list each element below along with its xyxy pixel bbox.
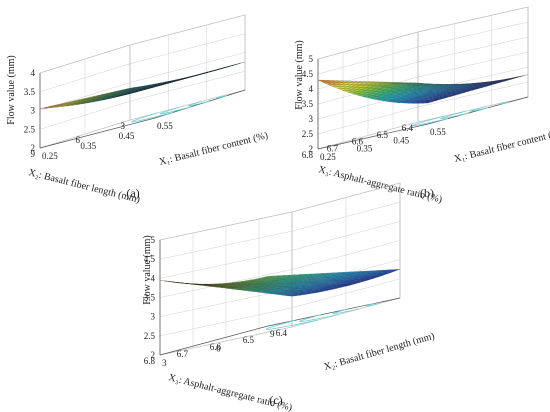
wall-gridline — [317, 96, 529, 150]
y-tick-label: 6.4 — [276, 328, 288, 338]
panel-label: (b) — [420, 186, 434, 200]
y-axis-label: X₂: Basalt fiber length (mm) — [27, 167, 141, 205]
y-tick-label: 6.5 — [243, 335, 255, 345]
x-axis-label: X₂: Basalt fiber length (mm) — [323, 331, 436, 373]
wall-gridline — [159, 201, 401, 260]
contour-line — [265, 319, 318, 330]
y-tick-label: 9 — [31, 149, 36, 159]
x-tick-label: 0.25 — [42, 151, 58, 161]
surface-chart-b: 2 2.5 3 3.5 4 4.5 5 0.25 0.35 0.45 0.55 6.4 6.5 6.6 6.… — [294, 6, 550, 206]
y-tick-label: 6.6 — [210, 342, 222, 352]
contour-line — [299, 314, 339, 323]
x-tick-label: 0.35 — [80, 141, 96, 151]
surface-chart-a: 2 2.5 3 3.5 4 0.25 0.35 0.45 0.55 3 6 9 Flow value (… — [6, 14, 269, 206]
x-axis-label: X₁: Basalt fiber content (%) — [158, 130, 269, 168]
surface-cell — [422, 101, 433, 104]
contour-line — [498, 101, 509, 105]
floor-contours — [131, 95, 228, 123]
x-axis-line — [317, 123, 429, 150]
y-tick-label: 6.8 — [302, 150, 314, 160]
wall-gridline — [39, 33, 246, 92]
y-axis-line — [267, 297, 401, 327]
response-surface — [159, 269, 401, 297]
contour-line — [439, 110, 469, 120]
contour-line — [159, 106, 192, 115]
z-tick-label: 4.5 — [302, 69, 314, 79]
z-tick-label: 2.5 — [24, 124, 36, 134]
z-tick-label: 3.5 — [302, 99, 314, 109]
response-surface — [39, 61, 246, 109]
z-tick-label: 2.5 — [302, 129, 314, 139]
surface-cell — [149, 84, 160, 88]
z-tick-label: 4 — [151, 273, 156, 283]
z-tick-label: 2 — [151, 350, 156, 360]
x-tick-label: 3 — [162, 358, 167, 368]
y-tick-label: 3 — [121, 121, 126, 131]
z-tick-label: 2 — [31, 143, 36, 153]
z-tick-label: 2.5 — [144, 331, 156, 341]
panel-label: (a) — [126, 186, 139, 200]
panel-label: (c) — [269, 393, 282, 407]
y-tick-label: 6 — [76, 135, 81, 145]
contour-line — [216, 95, 228, 99]
z-tick-label: 5 — [309, 54, 314, 64]
z-tick-label: 4.5 — [144, 254, 156, 264]
x-tick-label: 6 — [216, 344, 221, 354]
x-tick-label: 0.25 — [320, 152, 336, 162]
x-axis-line — [39, 117, 156, 149]
x-axis-label: X₁: Basalt fiber content (%) — [453, 127, 550, 165]
wall-gridline — [39, 71, 246, 130]
floor — [39, 89, 246, 149]
x-axis-line — [159, 325, 269, 356]
contour-line — [187, 100, 210, 107]
x-tick-label: 9 — [270, 329, 275, 339]
wall-gridline — [317, 21, 529, 75]
surface-cell — [263, 275, 274, 278]
response-surface — [317, 74, 529, 104]
z-tick-label: 3 — [309, 114, 314, 124]
wall-gridline — [39, 14, 246, 74]
surface-chart-c: 2 2.5 3 3.5 4 4.5 5 3 6 9 6.4 6.5 6.6 6.7 6.8 Flow valu… — [142, 182, 436, 412]
floor — [159, 297, 401, 356]
floor — [317, 96, 529, 150]
floor-contours — [411, 101, 509, 127]
z-tick-label: 3.5 — [24, 87, 36, 97]
contour-line — [332, 308, 360, 315]
wall-gridline — [159, 297, 401, 356]
x-tick-label: 0.45 — [119, 131, 135, 141]
x-tick-label: 0.35 — [357, 144, 373, 154]
x-tick-label: 0.45 — [393, 135, 409, 145]
z-axis-label: Flow value (mm) — [142, 235, 153, 304]
z-tick-label: 3 — [151, 312, 156, 322]
z-tick-label: 4 — [31, 68, 36, 78]
y-tick-label: 6.7 — [327, 143, 339, 153]
z-tick-label: 2 — [309, 144, 314, 154]
z-tick-label: 3 — [31, 106, 36, 116]
wall-gridline — [39, 89, 246, 149]
y-tick-label: 6.8 — [144, 356, 156, 366]
contour-line — [469, 106, 489, 112]
z-axis-label: Flow value (mm) — [294, 40, 305, 109]
wall-gridline — [317, 6, 529, 60]
y-tick-label: 6.7 — [177, 349, 189, 359]
x-tick-label: 0.55 — [157, 121, 173, 131]
z-tick-label: 3.5 — [144, 293, 156, 303]
contour-line — [365, 303, 380, 307]
contour-line — [131, 112, 174, 123]
wall-gridline — [159, 182, 401, 241]
z-tick-label: 4 — [309, 84, 314, 94]
z-tick-label: 5 — [151, 235, 156, 245]
contour-line — [411, 115, 449, 127]
z-axis-label: Flow value (mm) — [6, 55, 17, 124]
wall-gridline — [159, 221, 401, 279]
y-tick-label: 6.5 — [377, 130, 389, 140]
x-tick-label: 0.55 — [430, 127, 446, 137]
y-tick-label: 6.6 — [352, 137, 364, 147]
floor-contours — [265, 303, 380, 330]
y-tick-label: 6.4 — [402, 123, 414, 133]
